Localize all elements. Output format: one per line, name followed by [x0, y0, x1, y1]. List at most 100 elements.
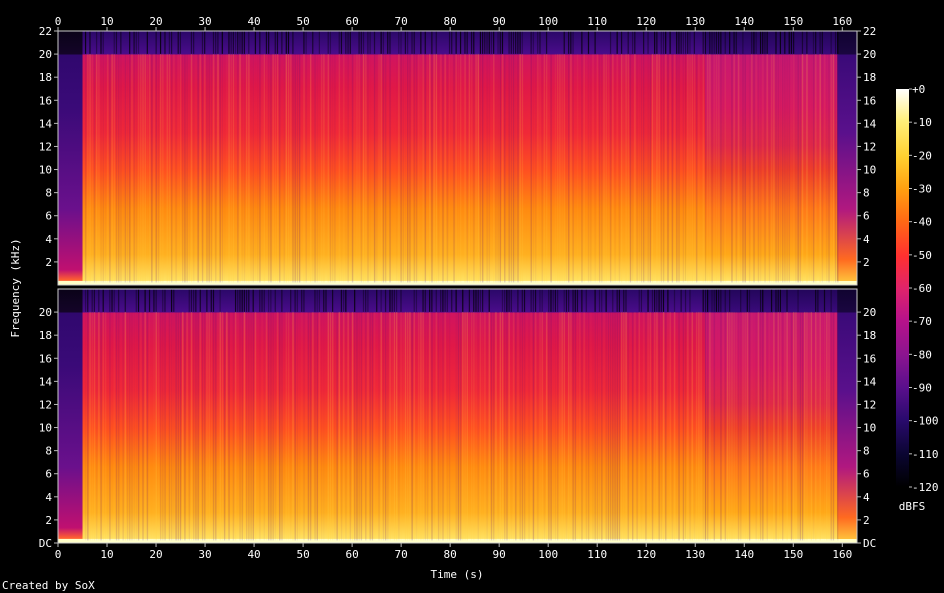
spectrogram-texture: [804, 311, 806, 541]
spectrogram-texture: [115, 31, 118, 54]
spectrogram-texture: [261, 312, 262, 541]
spectrogram-texture: [609, 31, 612, 54]
spectrogram-texture: [387, 54, 388, 283]
spectrogram-texture: [365, 311, 367, 541]
spectrogram-texture: [360, 311, 363, 541]
spectrogram-texture: [550, 53, 552, 283]
spectrogram-texture: [292, 53, 294, 283]
y-tick-label-left: 10: [39, 164, 52, 177]
spectrogram-texture: [530, 31, 532, 54]
spectrogram-texture: [243, 53, 246, 283]
spectrogram-texture: [448, 53, 451, 283]
spectrogram-texture: [250, 54, 251, 283]
spectrogram-texture: [587, 53, 590, 283]
spectrogram-texture: [799, 311, 802, 541]
spectrogram-texture: [634, 311, 636, 541]
colorbar: [896, 89, 909, 487]
spectrogram-texture: [221, 53, 224, 283]
spectrogram-texture: [137, 289, 140, 312]
spectrogram-texture: [190, 289, 193, 312]
spectrogram-texture: [298, 53, 301, 283]
spectrogram-texture: [579, 311, 581, 541]
spectrogram-texture: [669, 31, 671, 54]
spectrogram-texture: [265, 311, 268, 541]
spectrogram-texture: [442, 53, 444, 283]
spectrogram-texture: [669, 53, 671, 283]
spectrogram-texture: [583, 53, 585, 283]
spectrogram-texture: [396, 54, 397, 283]
spectrogram-texture: [217, 311, 219, 541]
spectrogram-texture: [319, 54, 320, 283]
spectrogram-texture: [647, 53, 649, 283]
spectrogram-texture: [834, 311, 837, 541]
spectrogram-texture: [204, 53, 206, 283]
spectrogram-texture: [142, 53, 144, 283]
x-tick-label: 0: [55, 548, 62, 561]
spectrogram-texture: [362, 289, 365, 312]
spectrogram-texture: [539, 53, 541, 283]
spectrogram-texture: [444, 311, 446, 541]
spectrogram-texture: [316, 311, 318, 541]
spectrogram-texture: [656, 311, 658, 541]
spectrogram-texture: [242, 54, 243, 283]
spectrogram-texture: [462, 289, 464, 312]
spectrogram-texture: [104, 311, 107, 541]
spectrogram-texture: [515, 53, 517, 283]
spectrogram-texture: [508, 311, 510, 541]
spectrogram-texture: [554, 53, 557, 283]
spectrogram-texture: [387, 311, 389, 541]
spectrogram-texture: [155, 31, 157, 54]
spectrogram-texture: [568, 31, 570, 54]
spectrogram-texture: [444, 289, 446, 312]
spectrogram-texture: [239, 311, 241, 541]
x-tick-label: 70: [395, 548, 408, 561]
spectrogram-texture: [667, 53, 669, 283]
spectrogram-texture: [149, 312, 150, 541]
spectrogram-texture: [764, 311, 766, 541]
x-tick-label: 50: [296, 548, 309, 561]
spectrogram-texture: [241, 289, 243, 312]
y-tick-label-left: 2: [45, 256, 52, 269]
spectrogram-texture: [129, 311, 131, 541]
spectrogram-texture: [786, 311, 788, 541]
spectrogram-texture: [159, 31, 162, 54]
spectrogram-texture: [788, 53, 791, 283]
spectrogram-texture: [691, 53, 693, 283]
spectrogram-texture: [537, 311, 539, 541]
spectrogram-texture: [369, 311, 371, 541]
spectrogram-texture: [318, 289, 320, 312]
spectrogram-texture: [429, 289, 431, 312]
spectrogram-texture: [195, 311, 197, 541]
spectrogram-texture: [687, 31, 689, 54]
spectrogram-texture: [164, 289, 166, 312]
spectrogram-texture: [102, 31, 104, 54]
spectrogram-texture: [440, 311, 442, 541]
spectrogram-texture: [272, 311, 274, 541]
y-tick-label-right: 6: [863, 210, 870, 223]
spectrogram-texture: [634, 53, 636, 283]
spectrogram-texture: [629, 53, 632, 283]
spectrogram-texture: [563, 31, 565, 54]
spectrogram-texture: [658, 289, 660, 312]
spectrogram-texture: [338, 53, 341, 283]
spectrogram-texture: [459, 31, 462, 54]
spectrogram-texture: [329, 53, 332, 283]
spectrogram-texture: [135, 53, 138, 283]
spectrogram-texture: [572, 31, 574, 54]
spectrogram-texture: [788, 31, 790, 54]
spectrogram-texture: [437, 311, 440, 541]
spectrogram-texture: [568, 311, 570, 541]
spectrogram-texture: [581, 31, 583, 54]
spectrogram-texture: [742, 53, 744, 283]
spectrogram-texture: [384, 311, 387, 541]
spectrogram-texture: [786, 53, 788, 283]
spectrogram-texture: [336, 311, 338, 541]
spectrogram-texture: [212, 311, 215, 541]
spectrogram-texture: [716, 312, 717, 541]
spectrogram-texture: [479, 289, 482, 312]
spectrogram-texture: [759, 31, 762, 54]
spectrogram-texture: [673, 311, 676, 541]
spectrogram-texture: [678, 31, 680, 54]
spectrogram-texture: [640, 53, 643, 283]
spectrogram-texture: [636, 53, 638, 283]
